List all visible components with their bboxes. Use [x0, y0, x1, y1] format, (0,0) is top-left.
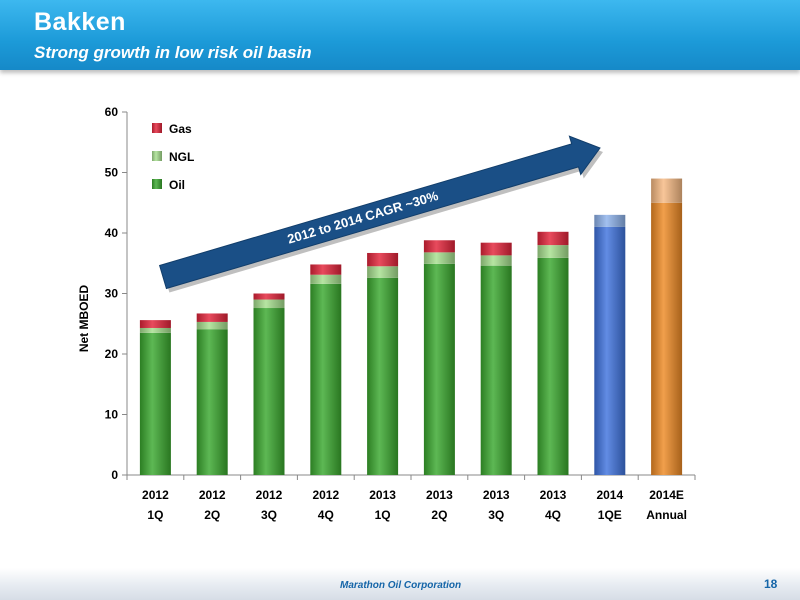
bar-ngl-segment — [537, 245, 569, 258]
legend-label-ngl: NGL — [169, 150, 194, 164]
x-tick-label: 2014 — [596, 488, 623, 502]
slide-subtitle: Strong growth in low risk oil basin — [34, 43, 312, 62]
bar-gas-segment — [196, 313, 228, 322]
bar-oil-segment — [253, 308, 285, 475]
footer-company: Marathon Oil Corporation — [340, 580, 462, 591]
bar-gas-segment — [139, 320, 171, 328]
growth-arrow — [158, 135, 601, 290]
bar-gas-segment — [423, 240, 455, 253]
bar-gas-segment — [310, 264, 342, 275]
bar-ngl-segment — [253, 299, 285, 309]
bar-ngl-segment — [196, 321, 228, 330]
x-tick-label: 2013 — [483, 488, 510, 502]
estimate-bar — [594, 226, 626, 475]
bar-oil-segment — [196, 329, 228, 475]
x-tick-label: 2013 — [540, 488, 567, 502]
x-tick-label: 2013 — [369, 488, 396, 502]
x-tick-label: 4Q — [545, 508, 561, 522]
y-tick-label: 60 — [105, 105, 119, 119]
legend-label-oil: Oil — [169, 178, 185, 192]
estimate-bar — [651, 202, 683, 475]
y-tick-label: 40 — [105, 226, 119, 240]
x-tick-label: 4Q — [318, 508, 334, 522]
x-tick-label: 3Q — [488, 508, 504, 522]
estimate-bar-top — [594, 214, 626, 227]
bar-oil-segment — [423, 263, 455, 475]
bar-oil-segment — [367, 277, 399, 475]
bar-gas-segment — [253, 293, 285, 300]
y-tick-label: 50 — [105, 166, 119, 180]
x-tick-label: 2012 — [142, 488, 169, 502]
legend-swatch-gas — [152, 123, 162, 133]
x-tick-label: 3Q — [261, 508, 277, 522]
bar-oil-segment — [139, 332, 171, 475]
x-tick-label: 2014E — [649, 488, 684, 502]
legend-swatch-ngl — [152, 151, 162, 161]
bar-ngl-segment — [367, 266, 399, 278]
x-tick-label: 2012 — [312, 488, 339, 502]
bar-ngl-segment — [139, 327, 171, 333]
bar-ngl-segment — [310, 274, 342, 284]
page-number: 18 — [764, 577, 778, 591]
bar-gas-segment — [367, 252, 399, 267]
bar-gas-segment — [480, 242, 512, 256]
bar-ngl-segment — [423, 252, 455, 264]
x-tick-label: 2013 — [426, 488, 453, 502]
y-tick-label: 10 — [105, 408, 119, 422]
y-tick-label: 30 — [105, 287, 119, 301]
y-tick-label: 0 — [111, 468, 118, 482]
y-tick-label: 20 — [105, 347, 119, 361]
bar-ngl-segment — [480, 255, 512, 266]
legend-label-gas: Gas — [169, 122, 192, 136]
estimate-bar-top — [651, 178, 683, 203]
x-tick-label: 2012 — [199, 488, 226, 502]
x-tick-label: 1QE — [598, 508, 622, 522]
bar-oil-segment — [537, 257, 569, 475]
bar-oil-segment — [480, 265, 512, 475]
bar-oil-segment — [310, 283, 342, 475]
y-axis-label: Net MBOED — [77, 285, 91, 353]
footer-band — [0, 568, 800, 600]
title-bar: Bakken Strong growth in low risk oil bas… — [0, 0, 800, 70]
x-tick-label: 1Q — [375, 508, 391, 522]
bakken-production-chart: 0 10 20 30 40 50 60 Net MBOED 2012 1Q 2012 2Q 2012 3Q… — [77, 105, 696, 522]
x-tick-label: 2012 — [256, 488, 283, 502]
x-tick-label: Annual — [646, 508, 687, 522]
slide-title: Bakken — [34, 8, 126, 36]
bar-gas-segment — [537, 231, 569, 246]
x-tick-label: 2Q — [204, 508, 220, 522]
legend-swatch-oil — [152, 179, 162, 189]
x-tick-label: 2Q — [431, 508, 447, 522]
x-tick-label: 1Q — [147, 508, 163, 522]
